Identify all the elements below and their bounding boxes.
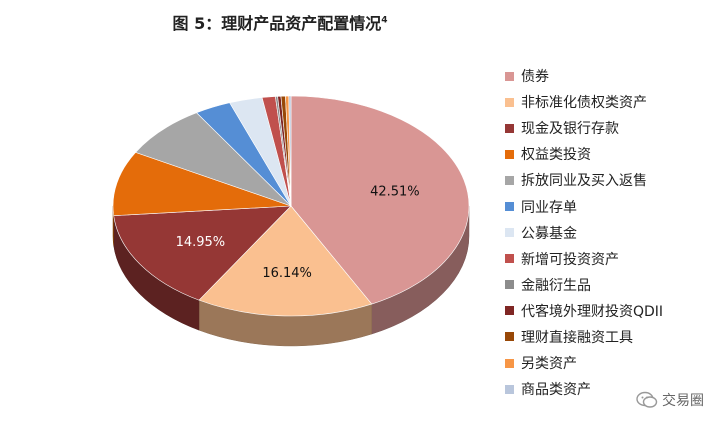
pie-slice-0 bbox=[290, 95, 470, 305]
chart-legend: 债券非标准化债权类资产 现金及银行存款 权益类投资拆放同业及买入返售 同业存单公募基金… bbox=[505, 63, 663, 402]
pie-slice-4 bbox=[135, 112, 292, 207]
legend-swatch bbox=[505, 254, 514, 264]
legend-swatch bbox=[505, 175, 514, 185]
legend-swatch bbox=[505, 306, 514, 316]
legend-item: 理财直接融资工具 bbox=[505, 324, 663, 350]
legend-label: 现金及银行存款 bbox=[521, 121, 619, 138]
pie-chart: 42.51% 16.14% 14.95% bbox=[112, 95, 470, 347]
legend-label: 金融衍生品 bbox=[521, 277, 591, 294]
legend-item: 公募基金 bbox=[505, 220, 663, 246]
legend-label: 另类资产 bbox=[521, 356, 577, 373]
legend-item: 另类资产 bbox=[505, 350, 663, 376]
legend-swatch bbox=[505, 71, 514, 81]
legend-label: 非标准化债权类资产 bbox=[521, 95, 647, 112]
legend-item: 现金及银行存款 bbox=[505, 115, 663, 141]
legend-item: 商品类资产 bbox=[505, 376, 663, 402]
pie-slice-1 bbox=[198, 205, 373, 317]
legend-label: 新增可投资资产 bbox=[521, 251, 619, 268]
legend-label: 同业存单 bbox=[521, 199, 577, 216]
pie-slice-3 bbox=[112, 152, 292, 216]
legend-swatch bbox=[505, 228, 514, 238]
legend-label: 拆放同业及买入返售 bbox=[521, 173, 647, 190]
legend-item: 权益类投资 bbox=[505, 141, 663, 167]
pie-slice-12 bbox=[288, 95, 292, 207]
legend-swatch bbox=[505, 358, 514, 368]
chart-title-text: 图 5：理财产品资产配置情况 bbox=[172, 14, 382, 33]
legend-label: 债券 bbox=[521, 69, 549, 86]
legend-label: 权益类投资 bbox=[521, 147, 591, 164]
legend-item: 同业存单 bbox=[505, 193, 663, 219]
title-footnote-marker: 4 bbox=[381, 15, 388, 26]
legend-item: 拆放同业及买入返售 bbox=[505, 167, 663, 193]
legend-item: 代客境外理财投资QDII bbox=[505, 298, 663, 324]
legend-swatch bbox=[505, 123, 514, 133]
watermark: 交易圈 bbox=[632, 388, 708, 412]
data-label-0: 42.51% bbox=[370, 185, 420, 200]
data-label-1: 16.14% bbox=[262, 266, 312, 281]
wechat-icon bbox=[636, 391, 658, 408]
legend-label: 商品类资产 bbox=[521, 382, 591, 399]
watermark-text: 交易圈 bbox=[662, 393, 704, 409]
legend-swatch bbox=[505, 149, 514, 159]
pie-slice-2 bbox=[113, 205, 292, 301]
legend-item: 债券 bbox=[505, 63, 663, 89]
legend-item: 新增可投资资产 bbox=[505, 246, 663, 272]
chart-title: 图 5：理财产品资产配置情况4 bbox=[0, 10, 560, 34]
legend-swatch bbox=[505, 332, 514, 342]
data-label-2: 14.95% bbox=[176, 235, 226, 250]
legend-label: 公募基金 bbox=[521, 225, 577, 242]
legend-label: 代客境外理财投资QDII bbox=[521, 303, 664, 320]
legend-item: 非标准化债权类资产 bbox=[505, 89, 663, 115]
legend-item: 金融衍生品 bbox=[505, 272, 663, 298]
legend-swatch bbox=[505, 384, 514, 394]
legend-swatch bbox=[505, 280, 514, 290]
legend-swatch bbox=[505, 202, 514, 212]
legend-label: 理财直接融资工具 bbox=[521, 329, 633, 346]
legend-swatch bbox=[505, 97, 514, 107]
